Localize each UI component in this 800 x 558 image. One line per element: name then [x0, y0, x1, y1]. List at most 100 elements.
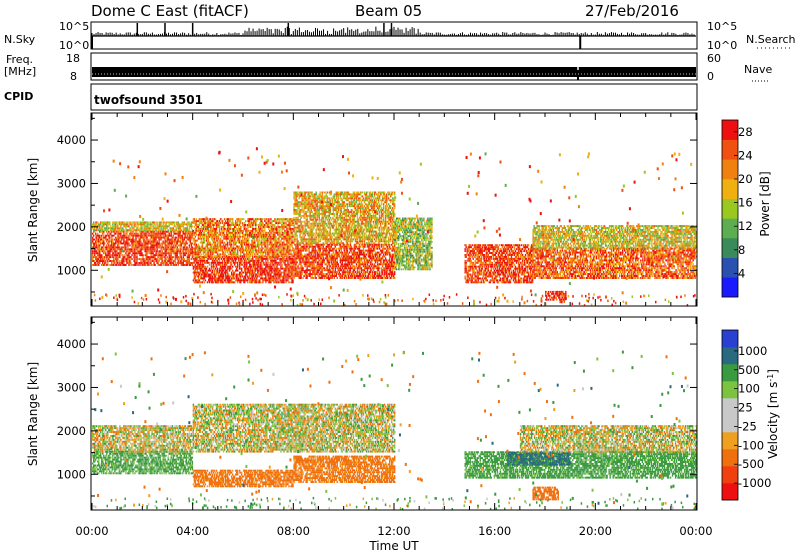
heatmap-cell — [98, 242, 99, 244]
heatmap-cell — [201, 275, 202, 277]
heatmap-cell — [235, 220, 236, 222]
heatmap-cell — [125, 244, 126, 246]
heatmap-cell — [315, 277, 316, 279]
heatmap-cell — [232, 258, 233, 260]
heatmap-cell — [121, 239, 122, 241]
heatmap-cell — [150, 254, 151, 256]
heatmap-cell — [153, 246, 154, 248]
heatmap-cell — [291, 277, 292, 279]
heatmap-cell — [240, 220, 241, 222]
heatmap-cell — [128, 242, 129, 244]
heatmap-cell — [207, 266, 208, 268]
heatmap-cell — [161, 260, 162, 262]
heatmap-cell — [97, 221, 98, 223]
heatmap-cell — [102, 227, 103, 229]
heatmap-cell — [253, 218, 254, 220]
heatmap-cell — [193, 268, 194, 270]
heatmap-cell — [281, 230, 282, 232]
heatmap-cell — [107, 262, 108, 264]
heatmap-cell — [214, 238, 215, 240]
heatmap-cell — [151, 258, 152, 260]
heatmap-cell — [204, 242, 205, 244]
heatmap-cell — [216, 228, 217, 230]
heatmap-cell — [220, 222, 221, 224]
heatmap-cell — [281, 266, 282, 268]
heatmap-cell — [219, 272, 220, 274]
heatmap-cell — [286, 258, 287, 260]
heatmap-cell — [222, 222, 223, 224]
heatmap-cell — [314, 269, 315, 271]
heatmap-cell — [230, 251, 231, 253]
freq-unit: [MHz] — [4, 65, 36, 78]
heatmap-cell — [201, 232, 202, 234]
heatmap-cell — [256, 230, 257, 232]
heatmap-cell — [213, 220, 214, 222]
heatmap-cell — [252, 258, 253, 260]
heatmap-cell — [228, 238, 229, 240]
heatmap-cell — [230, 234, 231, 236]
heatmap-cell — [120, 241, 121, 243]
nave-trace — [92, 67, 696, 77]
heatmap-cell — [229, 249, 230, 251]
heatmap-cell — [201, 226, 202, 228]
heatmap-cell — [233, 260, 234, 262]
heatmap-cell — [194, 262, 195, 264]
heatmap-cell — [290, 264, 291, 266]
heatmap-cell — [262, 222, 263, 224]
heatmap-cell — [180, 227, 181, 229]
heatmap-cell — [271, 247, 272, 249]
heatmap-cell — [138, 233, 139, 235]
heatmap-cell — [112, 241, 113, 243]
heatmap-cell — [169, 225, 170, 227]
nsky-tick-top: 10^5 — [59, 20, 89, 33]
heatmap-cell — [103, 248, 104, 250]
heatmap-cell — [196, 274, 197, 276]
heatmap-cell — [119, 254, 120, 256]
heatmap-cell — [185, 235, 186, 237]
heatmap-cell — [205, 251, 206, 253]
heatmap-cell — [224, 260, 225, 262]
heatmap-cell — [158, 241, 159, 243]
heatmap-cell — [217, 260, 218, 262]
heatmap-cell — [220, 264, 221, 266]
heatmap-cell — [146, 254, 147, 256]
heatmap-cell — [204, 238, 205, 240]
heatmap-cell — [124, 254, 125, 256]
heatmap-cell — [154, 241, 155, 243]
heatmap-cell — [239, 234, 240, 236]
heatmap-cell — [209, 262, 210, 264]
heatmap-cell — [129, 258, 130, 260]
heatmap-cell — [123, 260, 124, 262]
heatmap-cell — [162, 264, 163, 266]
heatmap-cell — [240, 253, 241, 255]
heatmap-cell — [114, 260, 115, 262]
heatmap-cell — [109, 221, 110, 223]
heatmap-cell — [131, 225, 132, 227]
heatmap-cell — [141, 242, 142, 244]
heatmap-cell — [220, 255, 221, 257]
heatmap-cell — [231, 279, 232, 281]
heatmap-cell — [309, 275, 310, 277]
heatmap-cell — [242, 260, 243, 262]
heatmap-cell — [115, 233, 116, 235]
heatmap-cell — [97, 233, 98, 235]
heatmap-cell — [302, 257, 303, 259]
heatmap-cell — [93, 221, 94, 223]
heatmap-cell — [260, 281, 261, 283]
heatmap-cell — [284, 272, 285, 274]
heatmap-cell — [165, 250, 166, 252]
heatmap-cell — [327, 256, 328, 258]
cpid-label: CPID — [4, 90, 33, 103]
heatmap-cell — [159, 250, 160, 252]
heatmap-cell — [326, 263, 327, 265]
heatmap-cell — [166, 241, 167, 243]
heatmap-cell — [265, 246, 266, 248]
heatmap-cell — [120, 252, 121, 254]
heatmap-cell — [160, 264, 161, 266]
heatmap-cell — [323, 257, 324, 259]
heatmap-cell — [227, 255, 228, 257]
heatmap-cell — [126, 260, 127, 262]
heatmap-cell — [127, 221, 128, 223]
heatmap-cell — [277, 244, 278, 246]
heatmap-cell — [183, 262, 184, 264]
